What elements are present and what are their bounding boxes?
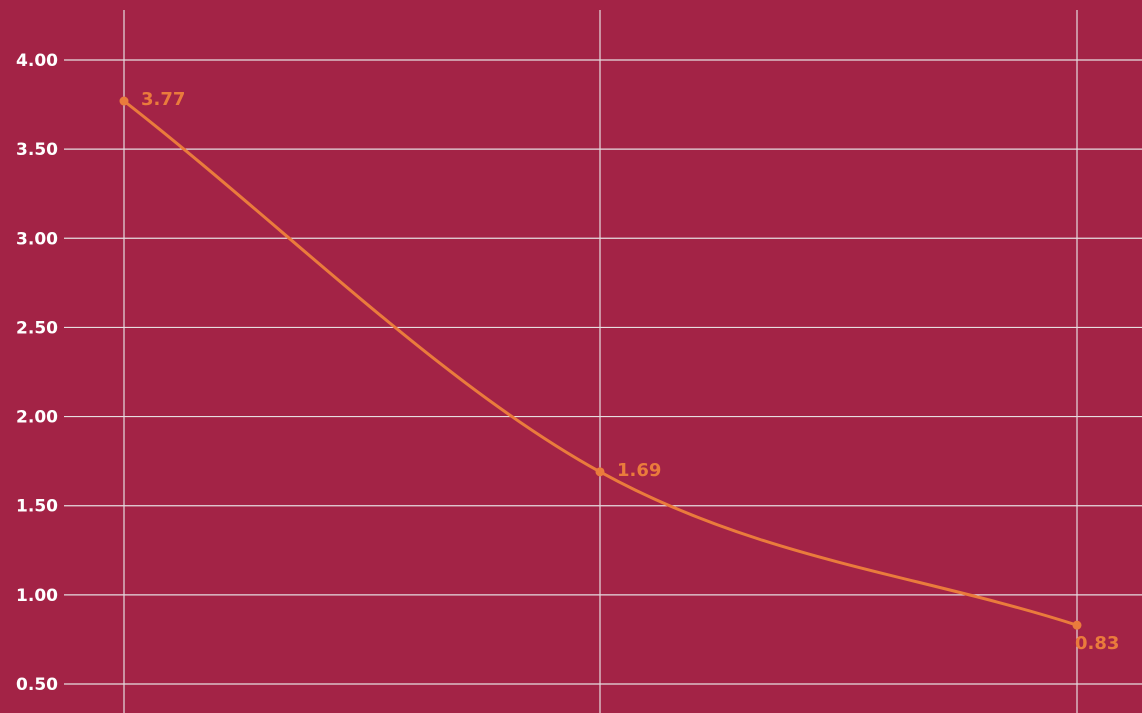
y-tick-label: 2.00: [16, 408, 58, 428]
y-tick-label: 3.00: [16, 229, 58, 249]
y-tick-label: 4.00: [16, 51, 58, 71]
y-axis-tick-labels: 4.00 3.50 3.00 2.50 2.00 1.50 1.00 0.50: [16, 51, 58, 695]
series-group: 3.77 1.69 0.83: [119, 89, 1119, 654]
data-point-0: [119, 96, 129, 106]
data-point-1: [595, 467, 605, 477]
y-tick-label: 3.50: [16, 140, 58, 160]
data-point-2: [1072, 620, 1082, 630]
y-tick-label: 0.50: [16, 675, 58, 695]
data-label-2: 0.83: [1075, 633, 1119, 654]
y-tick-label: 1.50: [16, 497, 58, 517]
vertical-gridlines: [123, 10, 1078, 713]
y-tick-label: 2.50: [16, 318, 58, 338]
data-label-1: 1.69: [617, 460, 661, 481]
y-tick-label: 1.00: [16, 586, 58, 606]
horizontal-gridlines: [64, 59, 1142, 685]
data-label-0: 3.77: [141, 89, 185, 110]
